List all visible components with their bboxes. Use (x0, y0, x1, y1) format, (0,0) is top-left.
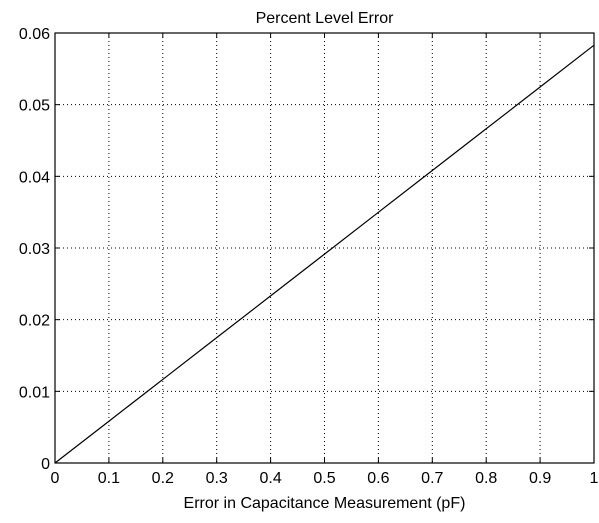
grid-lines (55, 33, 594, 463)
x-tick-label: 0.4 (259, 470, 281, 487)
x-tick-label: 0.3 (206, 470, 228, 487)
y-tick-label: 0.04 (19, 169, 50, 186)
x-tick-label: 0.2 (152, 470, 174, 487)
x-tick-label: 0.7 (421, 470, 443, 487)
x-axis-title: Error in Capacitance Measurement (pF) (184, 495, 466, 512)
x-tick-label: 0 (51, 470, 60, 487)
y-tick-label: 0.03 (19, 241, 50, 258)
y-tick-label: 0.05 (19, 98, 50, 115)
x-tick-label: 0.9 (529, 470, 551, 487)
x-tick-labels: 0 0.1 0.2 0.3 0.4 0.5 0.6 0.7 0.8 0.9 1 (51, 470, 599, 487)
y-tick-label: 0 (41, 456, 50, 473)
x-tick-label: 0.8 (475, 470, 497, 487)
chart-title: Percent Level Error (256, 10, 395, 27)
series-layer (54, 44, 595, 464)
y-tick-label: 0.06 (19, 26, 50, 43)
y-tick-label: 0.02 (19, 313, 50, 330)
y-tick-labels: 0 0.01 0.02 0.03 0.04 0.05 0.06 (19, 26, 50, 473)
plot-area-frame (54, 32, 595, 464)
x-tick-label: 0.6 (367, 470, 389, 487)
x-tick-label: 0.5 (313, 470, 335, 487)
x-tick-label: 0.1 (98, 470, 120, 487)
x-tick-label: 1 (590, 470, 599, 487)
y-tick-label: 0.01 (19, 384, 50, 401)
series-line (54, 44, 595, 464)
